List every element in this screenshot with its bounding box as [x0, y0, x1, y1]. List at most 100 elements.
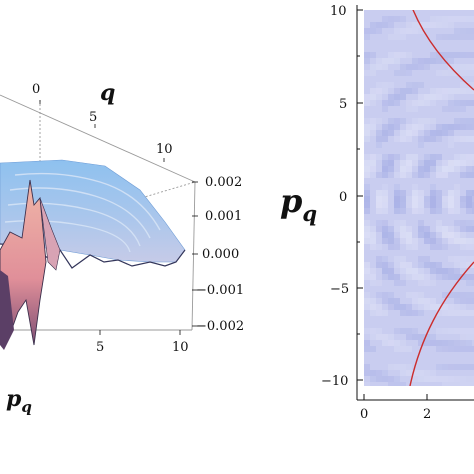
heatmap-y-ticks [357, 9, 363, 381]
heatmap-cell [448, 292, 454, 298]
heatmap-cell [412, 82, 418, 88]
heatmap-cell [394, 118, 400, 124]
heatmap-cell [376, 226, 382, 232]
heatmap-cell [376, 28, 382, 34]
heatmap-cell [400, 226, 406, 232]
heatmap-cell [472, 160, 474, 166]
heatmap-cell [466, 226, 472, 232]
heatmap-cell [448, 340, 454, 346]
heatmap-cell [400, 382, 406, 386]
heatmap-cell [454, 292, 460, 298]
heatmap-cell [400, 64, 406, 70]
heatmap-cell [430, 202, 436, 208]
heatmap-cell [400, 34, 406, 40]
heatmap-cell [466, 202, 472, 208]
heatmap-cell [418, 340, 424, 346]
heatmap-cell [424, 64, 430, 70]
heatmap-cell [376, 142, 382, 148]
heatmap-cell [448, 70, 454, 76]
heatmap-cell [454, 64, 460, 70]
heatmap-cell [382, 376, 388, 382]
heatmap-cell [412, 64, 418, 70]
q-axis-label: q [100, 80, 115, 106]
heatmap-cell [454, 154, 460, 160]
heatmap-cell [430, 58, 436, 64]
heatmap-cell [364, 154, 370, 160]
heatmap-cell [382, 22, 388, 28]
heatmap-cell [448, 256, 454, 262]
heatmap-cell [406, 196, 412, 202]
heatmap-cell [466, 346, 472, 352]
heatmap-cell [412, 208, 418, 214]
heatmap-cell [382, 220, 388, 226]
heatmap-cell [466, 118, 472, 124]
heatmap-cell [394, 280, 400, 286]
heatmap-cell [406, 244, 412, 250]
heatmap-cell [442, 328, 448, 334]
heatmap-cell [394, 274, 400, 280]
heatmap-cell [406, 274, 412, 280]
pq-axis-label: pq [6, 386, 32, 416]
heatmap-cell [436, 154, 442, 160]
heatmap-cell [472, 208, 474, 214]
heatmap-cell [466, 334, 472, 340]
heatmap-cell [388, 82, 394, 88]
heatmap-cell [472, 190, 474, 196]
heatmap-cell [418, 196, 424, 202]
heatmap-cell [376, 256, 382, 262]
heatmap-cell [424, 280, 430, 286]
heatmap-cell [394, 16, 400, 22]
heatmap-cell [400, 172, 406, 178]
heatmap-cell [442, 232, 448, 238]
heatmap-cell [400, 256, 406, 262]
heatmap-cell [394, 136, 400, 142]
heatmap-cell [364, 34, 370, 40]
z-tick-label: 0.000 [202, 247, 239, 262]
heatmap-cell [412, 274, 418, 280]
heatmap-cell [466, 328, 472, 334]
heatmap-cell [412, 202, 418, 208]
heatmap-cell [406, 202, 412, 208]
heatmap-cell [460, 124, 466, 130]
heatmap-cell [466, 88, 472, 94]
heatmap-cell [412, 184, 418, 190]
heatmap-cell [436, 58, 442, 64]
heatmap-cell [400, 304, 406, 310]
heatmap-cell [394, 226, 400, 232]
heatmap-cell [364, 220, 370, 226]
heatmap-cell [406, 64, 412, 70]
heatmap-cell [448, 190, 454, 196]
heatmap-cell [400, 310, 406, 316]
heatmap-cell [394, 34, 400, 40]
heatmap-cell [454, 256, 460, 262]
heatmap-cell [472, 364, 474, 370]
heatmap-cell [454, 28, 460, 34]
heatmap-cell [394, 208, 400, 214]
heatmap-cell [430, 376, 436, 382]
heatmap-cell [460, 262, 466, 268]
heatmap-cell [460, 88, 466, 94]
heatmap-cell [370, 52, 376, 58]
heatmap-cell [466, 298, 472, 304]
heatmap-cell [454, 34, 460, 40]
heatmap-cell [406, 226, 412, 232]
heatmap-cell [388, 274, 394, 280]
heatmap-cell [364, 58, 370, 64]
heatmap-cell [442, 244, 448, 250]
heatmap-cell [424, 58, 430, 64]
heatmap-cell [454, 340, 460, 346]
heatmap-cell [454, 184, 460, 190]
heatmap-cell [448, 364, 454, 370]
heatmap-cell [376, 280, 382, 286]
heatmap-cell [454, 364, 460, 370]
heatmap-cell [430, 160, 436, 166]
heatmap-cell [448, 376, 454, 382]
heatmap-cell [466, 100, 472, 106]
heatmap-cell [436, 196, 442, 202]
heatmap-cell [466, 208, 472, 214]
heatmap-cell [364, 172, 370, 178]
heatmap-cell [418, 220, 424, 226]
heatmap-cell [436, 34, 442, 40]
heatmap-cell [448, 238, 454, 244]
heatmap-cell [376, 22, 382, 28]
